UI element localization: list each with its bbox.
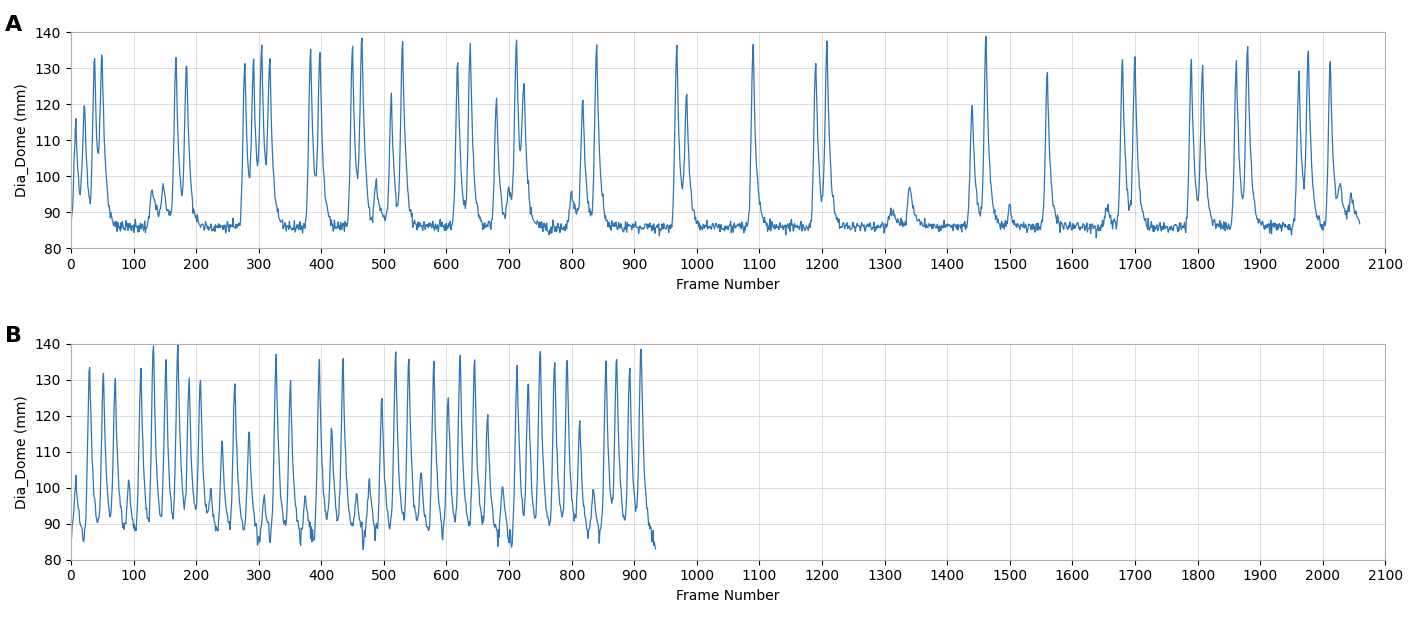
Y-axis label: Dia_Dome (mm): Dia_Dome (mm) bbox=[16, 395, 30, 509]
X-axis label: Frame Number: Frame Number bbox=[676, 589, 780, 603]
Text: B: B bbox=[6, 326, 23, 346]
Text: A: A bbox=[6, 15, 23, 35]
X-axis label: Frame Number: Frame Number bbox=[676, 277, 780, 292]
Y-axis label: Dia_Dome (mm): Dia_Dome (mm) bbox=[16, 83, 30, 197]
